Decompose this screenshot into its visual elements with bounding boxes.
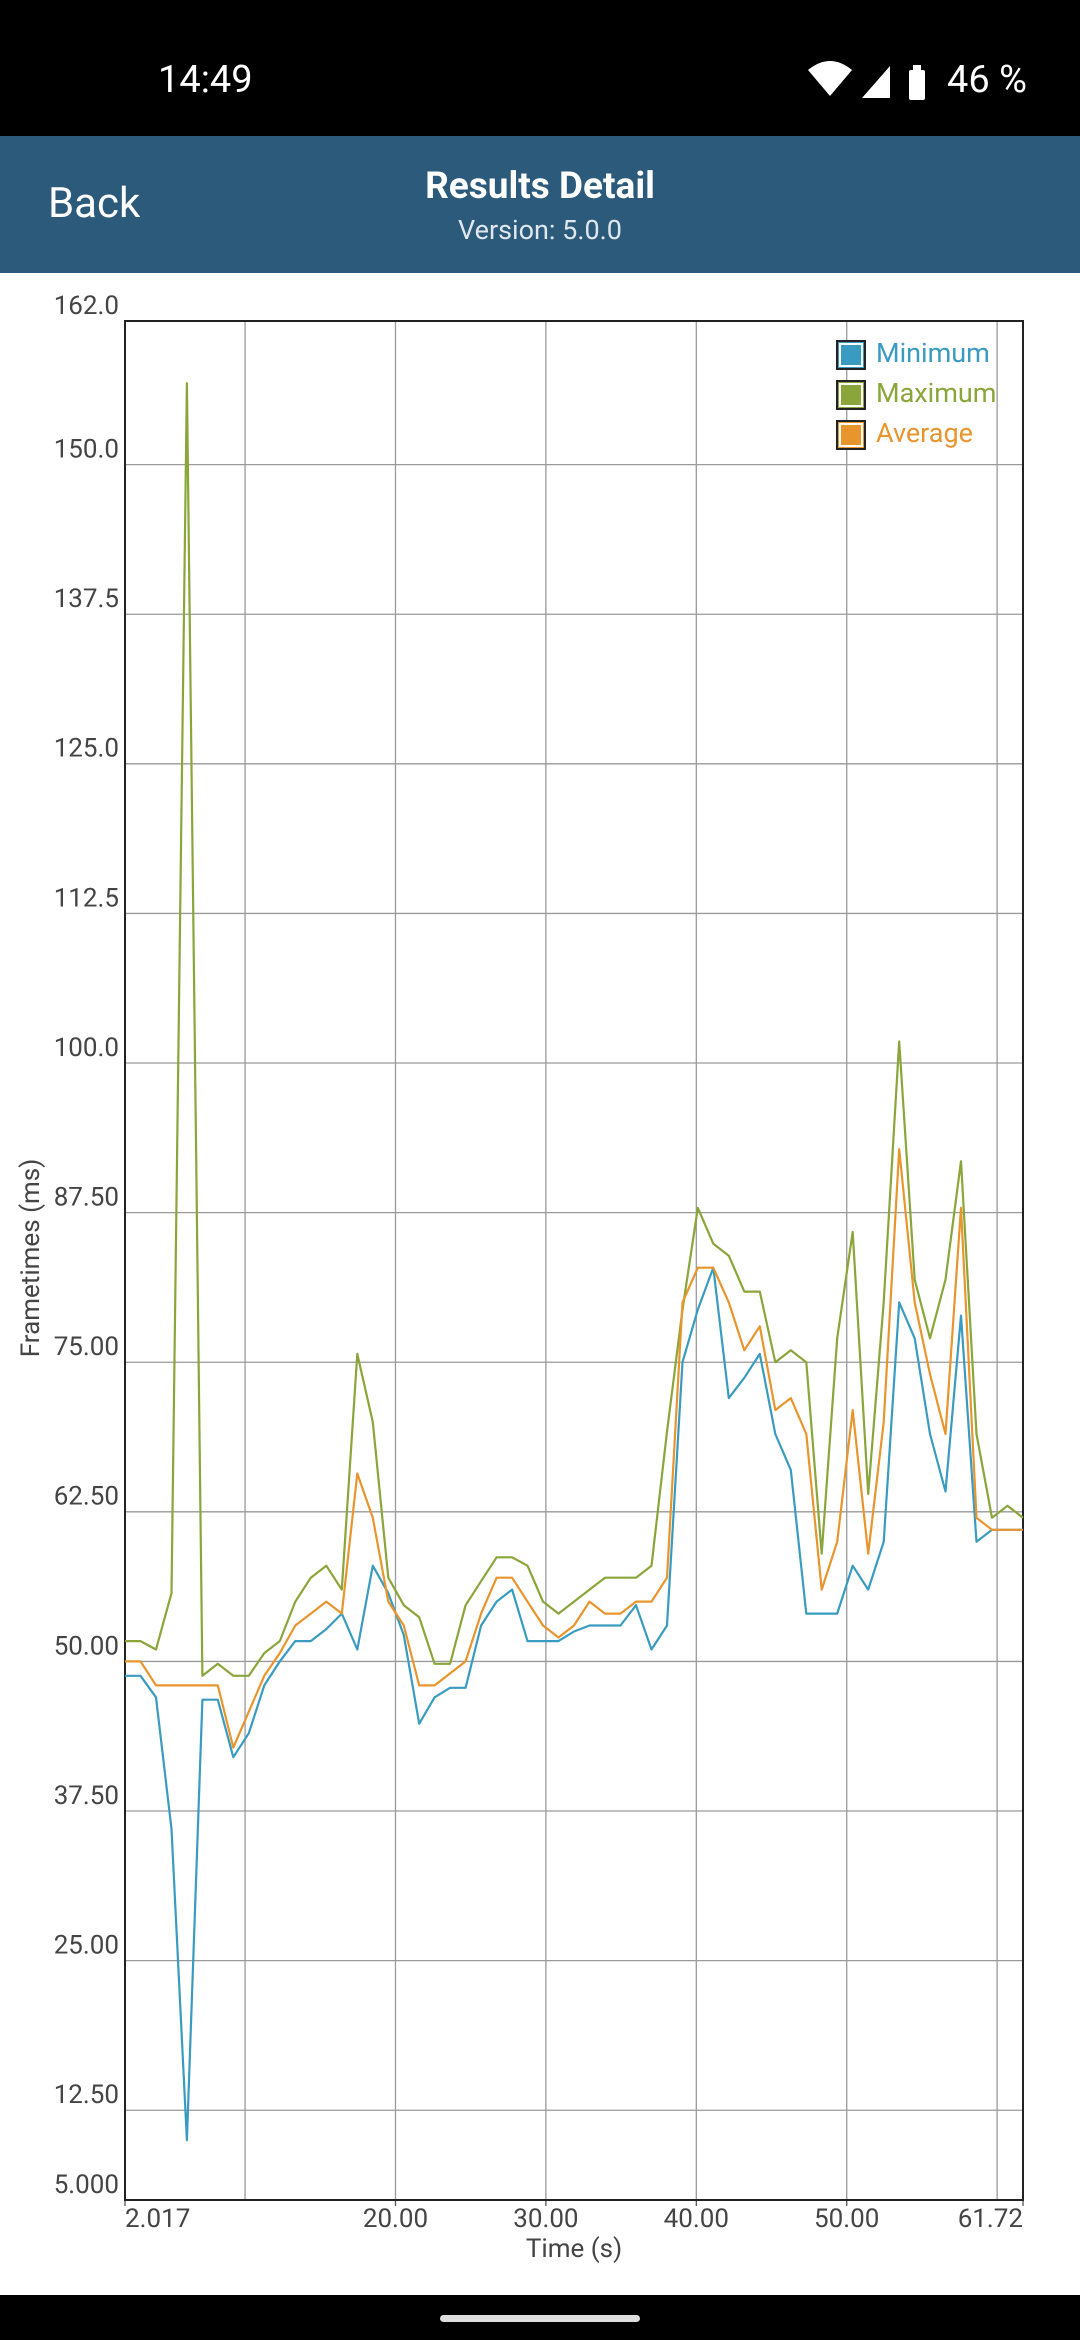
y-tick-label: 75.00 bbox=[54, 1332, 119, 1362]
y-tick-label: 50.00 bbox=[54, 1631, 119, 1661]
y-tick-label: 100.0 bbox=[54, 1033, 119, 1063]
legend-swatch-inner bbox=[839, 383, 863, 407]
legend-label: Minimum bbox=[876, 337, 990, 369]
plot-frame bbox=[124, 320, 1024, 2201]
y-tick-label: 137.5 bbox=[54, 584, 119, 614]
status-icons bbox=[808, 61, 925, 100]
y-axis-label: Frametimes (ms) bbox=[16, 1159, 46, 1358]
page-title: Results Detail bbox=[425, 165, 655, 208]
x-tick-label: 2.017 bbox=[125, 2204, 190, 2234]
y-tick-label: 5.000 bbox=[54, 2170, 119, 2200]
status-bar bbox=[0, 0, 1080, 136]
home-handle[interactable] bbox=[440, 2315, 640, 2322]
x-tick-label: 61.72 bbox=[958, 2204, 1023, 2234]
legend-swatch-inner bbox=[839, 423, 863, 447]
y-tick-label: 62.50 bbox=[54, 1482, 119, 1512]
y-tick-label: 162.0 bbox=[54, 291, 119, 321]
legend-swatch-inner bbox=[839, 343, 863, 367]
y-tick-label: 112.5 bbox=[54, 883, 119, 913]
y-tick-label: 12.50 bbox=[54, 2080, 119, 2110]
series-line bbox=[125, 1266, 1023, 2142]
app-bar bbox=[0, 136, 1080, 273]
back-button[interactable]: Back bbox=[48, 179, 141, 228]
x-tick-label: 40.00 bbox=[664, 2204, 729, 2234]
y-tick-label: 150.0 bbox=[54, 434, 119, 464]
battery-level: 46 % bbox=[947, 58, 1027, 102]
y-tick-label: 87.50 bbox=[54, 1183, 119, 1213]
y-tick-label: 125.0 bbox=[54, 734, 119, 764]
y-tick-label: 37.50 bbox=[54, 1781, 119, 1811]
version-label: Version: 5.0.0 bbox=[458, 214, 622, 246]
clock: 14:49 bbox=[158, 58, 253, 102]
chart: 5.000 12.50 25.00 37.50 50.00 62.50 75.00 87.50… bbox=[16, 291, 1024, 2264]
wifi-icon bbox=[808, 61, 852, 96]
x-tick-label: 50.00 bbox=[814, 2204, 879, 2234]
x-axis-label: Time (s) bbox=[526, 2234, 622, 2264]
x-tick-label: 30.00 bbox=[513, 2204, 578, 2234]
legend-label: Maximum bbox=[876, 377, 996, 409]
battery-tip bbox=[913, 65, 921, 71]
battery-icon bbox=[909, 70, 925, 100]
signal-icon bbox=[862, 66, 890, 98]
legend-label: Average bbox=[876, 417, 973, 449]
y-tick-label: 25.00 bbox=[54, 1931, 119, 1961]
x-tick-label: 20.00 bbox=[363, 2204, 428, 2234]
series-line bbox=[125, 382, 1024, 1677]
series-line bbox=[125, 1148, 1023, 1749]
